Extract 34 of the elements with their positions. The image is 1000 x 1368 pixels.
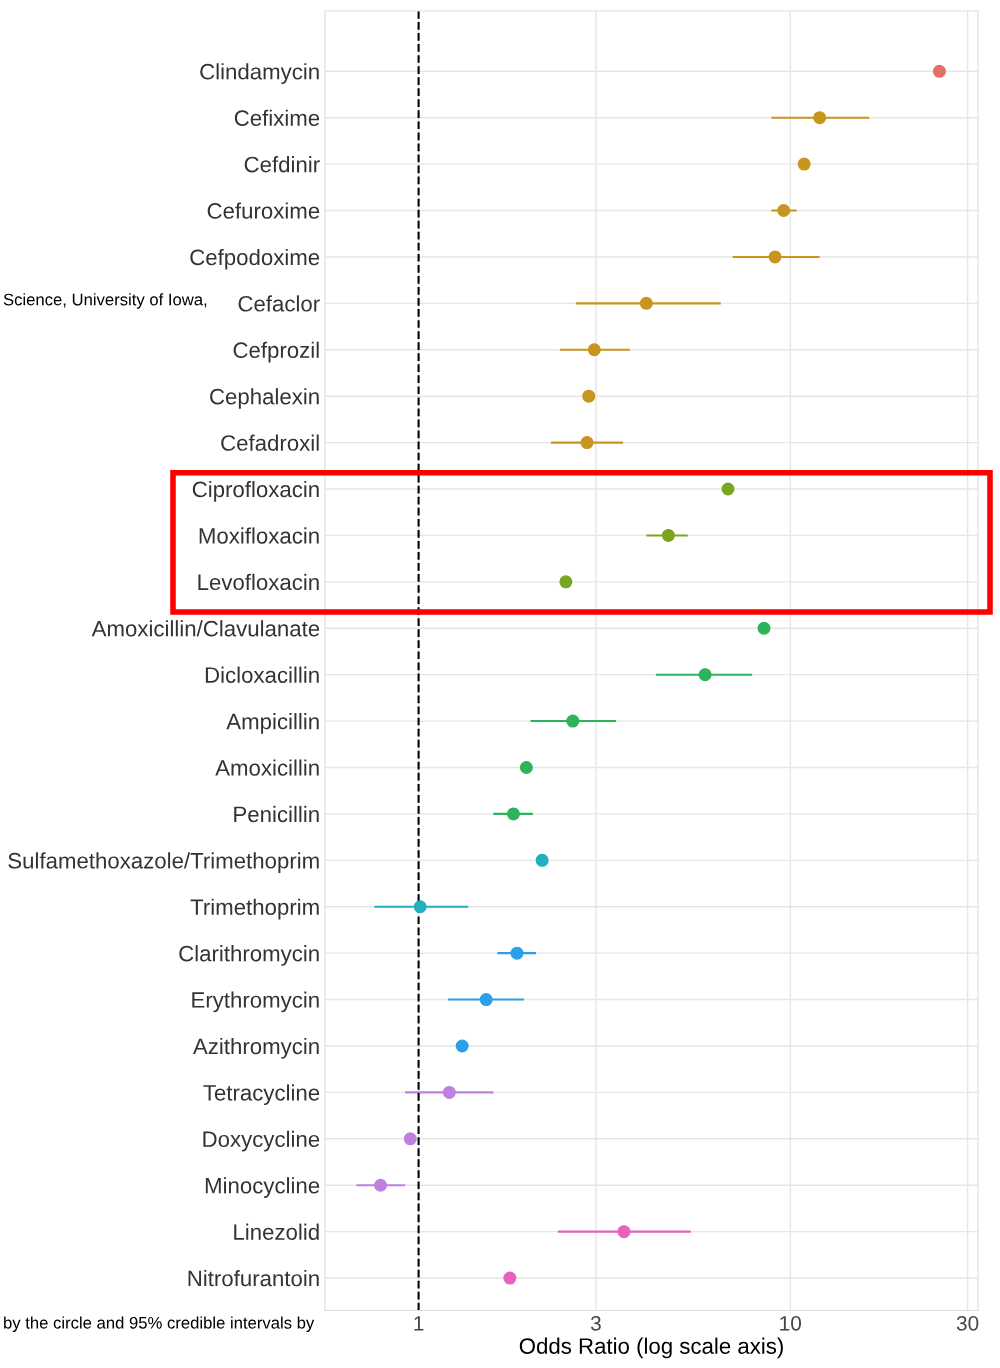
x-tick-label: 30 xyxy=(956,1315,979,1331)
y-tick-label: Cefpodoxime xyxy=(190,248,320,270)
y-tick-label: Azithromycin xyxy=(193,1037,319,1059)
y-tick-label: Clarithromycin xyxy=(179,945,319,966)
y-tick-label: Doxycycline xyxy=(203,1130,320,1152)
y-tick-label: Moxifloxacin xyxy=(199,527,319,544)
y-tick-label: Cephalexin xyxy=(210,388,319,409)
y-tick-label: Minocycline xyxy=(205,1177,320,1198)
x-axis-title: Odds Ratio (log scale axis) xyxy=(519,1337,783,1359)
y-tick-label: Cefdinir xyxy=(244,156,320,173)
y-tick-label: Levofloxacin xyxy=(198,573,319,591)
y-tick-label: Ampicillin xyxy=(226,713,319,734)
y-tick-label: Cefadroxil xyxy=(221,434,319,451)
y-tick-label: Cefprozil xyxy=(233,341,319,363)
y-tick-label: Cefuroxime xyxy=(207,202,320,219)
y-tick-label: Sulfamethoxazole/Trimethoprim xyxy=(8,852,319,873)
text: by the circle and 95% credible intervals by xyxy=(4,1316,315,1332)
y-tick-label: Linezolid xyxy=(234,1223,319,1240)
x-tick-label: 1 xyxy=(414,1316,424,1331)
y-tick-label: Nitrofurantoin xyxy=(188,1270,319,1287)
x-tick-label: 3 xyxy=(590,1315,601,1331)
y-tick-label: Dicloxacillin xyxy=(205,666,319,683)
y-tick-label: Trimethoprim xyxy=(190,898,319,920)
text: Science, University of Iowa, xyxy=(3,293,207,309)
y-tick-label: Cefaclor xyxy=(238,295,320,312)
x-tick-label: 10 xyxy=(780,1315,802,1331)
y-tick-label: Erythromycin xyxy=(192,991,319,1013)
y-tick-label: Amoxicillin xyxy=(215,759,319,776)
y-tick-label: Clindamycin xyxy=(200,63,319,84)
y-tick-label: Penicillin xyxy=(234,805,319,823)
y-tick-label: Ciprofloxacin xyxy=(192,480,319,502)
y-tick-label: Cefixime xyxy=(234,109,320,126)
y-tick-label: Amoxicillin/Clavulanate xyxy=(91,620,320,637)
y-tick-label: Tetracycline xyxy=(203,1084,320,1106)
